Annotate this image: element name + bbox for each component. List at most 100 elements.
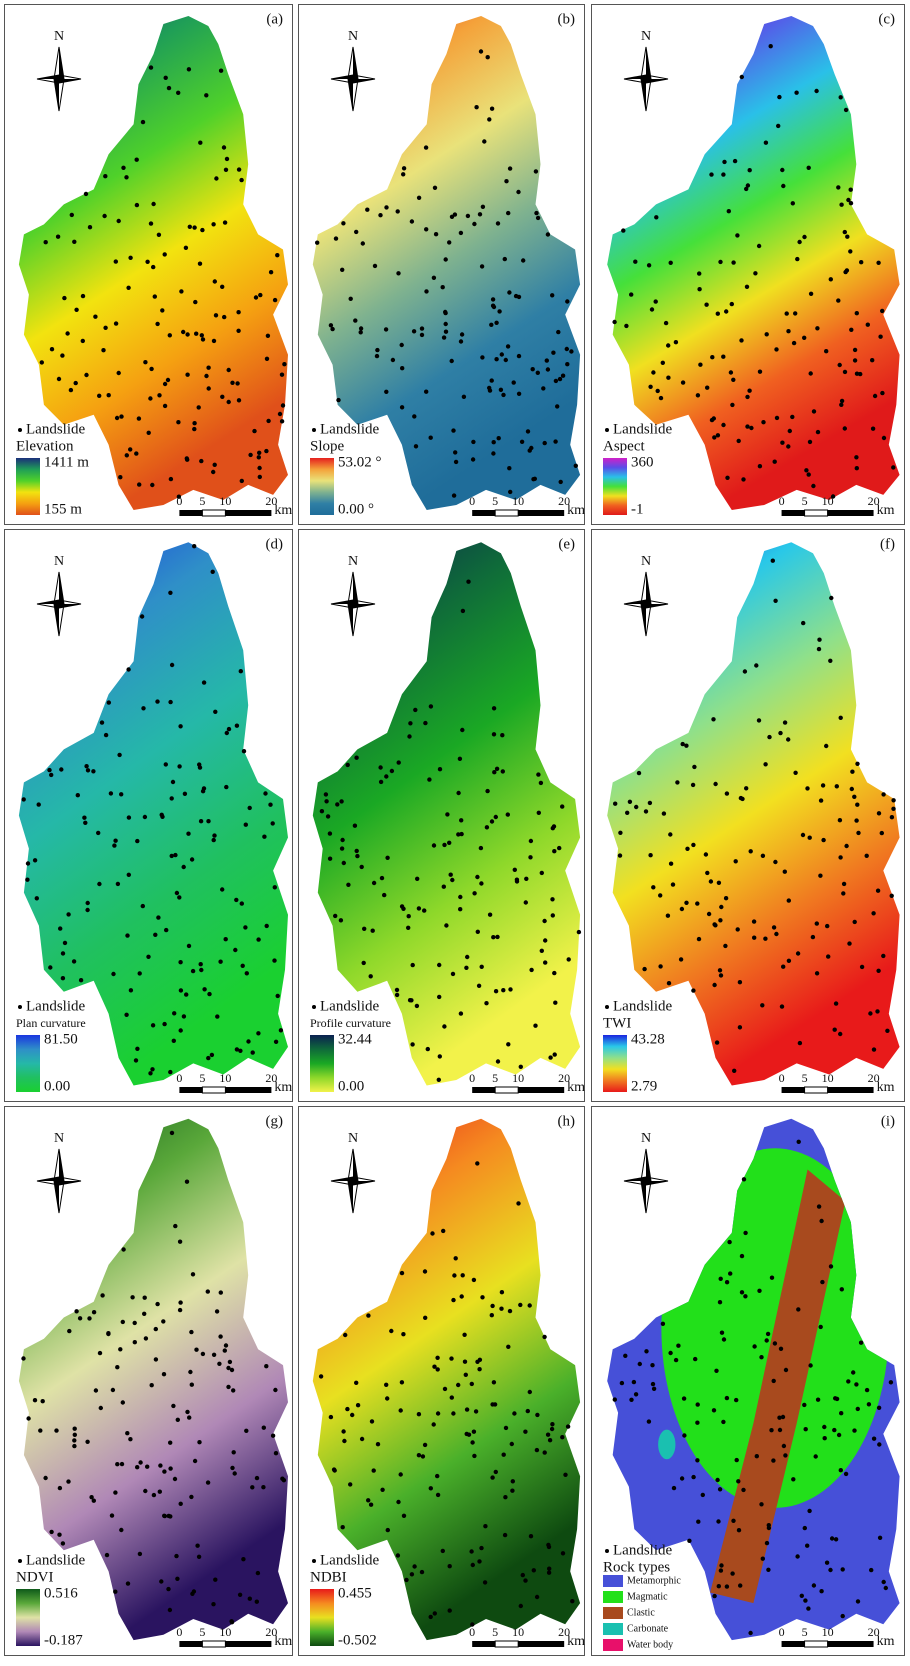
landslide-point: [781, 964, 786, 969]
landslide-point: [226, 726, 232, 732]
landslide-point: [761, 420, 766, 425]
landslide-point: [72, 1443, 77, 1449]
landslide-point: [472, 1453, 477, 1459]
landslide-point: [458, 339, 464, 344]
landslide-point: [547, 1438, 553, 1443]
landslide-point: [437, 1054, 442, 1059]
landslide-point: [724, 1280, 730, 1285]
landslide-point: [192, 544, 197, 549]
landslide-point: [238, 1048, 243, 1053]
landslide-point: [91, 769, 96, 774]
landslide-point: [745, 183, 751, 188]
landslide-point: [171, 1038, 176, 1043]
landslide-point: [753, 271, 758, 276]
landslide-point: [752, 935, 757, 940]
legend-ramp: [16, 458, 40, 515]
landslide-point: [189, 1329, 194, 1335]
landslide-point: [530, 367, 535, 372]
landslide-point: [826, 954, 831, 959]
north-arrow: [623, 571, 669, 637]
landslide-point: [695, 901, 700, 906]
legend-max: 81.50: [44, 1031, 78, 1047]
landslide-point: [553, 1000, 558, 1005]
scale-label: 0: [176, 1071, 182, 1085]
landslide-point: [151, 201, 156, 207]
landslide-point: [416, 195, 422, 200]
landslide-point: [643, 809, 649, 814]
landslide-point: [441, 335, 447, 340]
landslide-point: [222, 314, 227, 320]
landslide-point: [168, 590, 173, 595]
landslide-point: [690, 782, 696, 788]
landslide-point: [385, 1396, 390, 1401]
landslide-point: [87, 225, 93, 230]
landslide-point: [185, 457, 190, 462]
landslide-point: [128, 255, 133, 260]
landslide-point: [514, 877, 520, 882]
landslide-point: [721, 1419, 726, 1425]
landslide-point: [164, 927, 169, 933]
landslide-point: [695, 1420, 700, 1425]
landslide-point: [724, 791, 730, 796]
landslide-point: [65, 331, 70, 336]
landslide-point: [60, 976, 66, 981]
landslide-point: [786, 737, 791, 742]
landslide-point: [793, 311, 798, 316]
landslide-point: [855, 802, 860, 807]
landslide-point: [399, 342, 404, 348]
landslide-point: [460, 727, 465, 733]
landslide-point: [842, 229, 847, 235]
landslide-point: [404, 1577, 409, 1583]
landslide-point: [231, 1450, 236, 1455]
landslide-point: [407, 734, 412, 739]
landslide-point: [355, 1403, 361, 1408]
landslide-point: [239, 478, 244, 484]
landslide-point: [453, 459, 459, 465]
landslide-point: [378, 779, 384, 785]
landslide-point: [716, 880, 722, 885]
scale-label: 10: [512, 1625, 524, 1639]
landslide-point: [480, 204, 486, 209]
landslide-point: [489, 1313, 494, 1318]
landslide-point: [625, 810, 630, 815]
landslide-point: [851, 1370, 856, 1375]
landslide-point: [57, 1485, 63, 1491]
landslide-point: [818, 1324, 823, 1330]
landslide-point: [55, 234, 61, 239]
landslide-point: [443, 321, 448, 327]
landslide-point: [133, 1058, 139, 1063]
landslide-point: [756, 243, 762, 249]
scale-label: 5: [802, 1071, 808, 1085]
landslide-point: [539, 870, 544, 876]
scale-bar: [179, 1087, 203, 1093]
landslide-point: [739, 1253, 745, 1259]
landslide-point: [472, 891, 477, 896]
landslide-point: [489, 322, 494, 327]
landslide-point: [464, 1407, 470, 1412]
landslide-point: [678, 957, 684, 962]
landslide-point: [471, 439, 476, 445]
landslide-point: [695, 393, 701, 398]
landslide-point: [425, 1046, 430, 1052]
landslide-point: [542, 1450, 547, 1455]
landslide-point: [401, 172, 406, 177]
landslide-point: [644, 1349, 649, 1354]
landslide-point: [432, 1611, 437, 1616]
landslide-point: [369, 1419, 375, 1424]
landslide-point: [134, 157, 139, 162]
landslide-point: [422, 908, 427, 913]
landslide-point: [850, 769, 855, 774]
landslide-point: [354, 229, 359, 235]
landslide-point: [747, 388, 752, 393]
landslide-point: [119, 1461, 125, 1467]
landslide-point: [697, 271, 702, 276]
landslide-point: [261, 1485, 266, 1490]
landslide-point: [178, 1300, 183, 1305]
landslide-point: [814, 88, 819, 94]
landslide-point: [866, 1402, 872, 1407]
landslide-point: [880, 390, 885, 396]
landslide-point: [613, 801, 618, 806]
landslide-point: [560, 1435, 565, 1440]
landslide-point: [780, 1414, 786, 1420]
landslide-point: [838, 95, 843, 100]
